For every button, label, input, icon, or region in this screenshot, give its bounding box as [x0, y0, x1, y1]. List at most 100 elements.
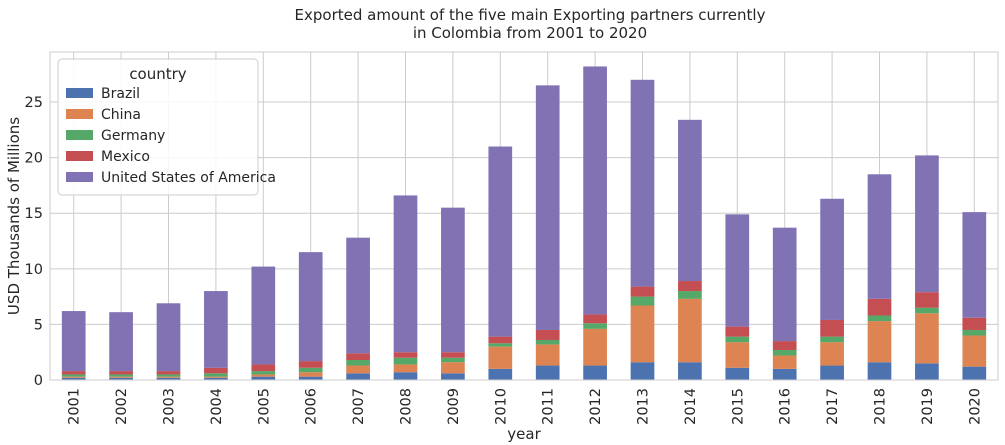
bar-segment	[346, 373, 370, 380]
bar-segment	[488, 343, 513, 347]
x-tick-label: 2018	[873, 388, 889, 425]
bar-segment	[678, 362, 702, 380]
bar-segment	[535, 329, 560, 340]
x-tick-label: 2014	[683, 388, 699, 425]
bar-segment	[393, 195, 418, 353]
bar-segment	[962, 212, 987, 318]
bar-segment	[535, 85, 560, 330]
x-tick-label: 2007	[351, 388, 367, 425]
bar-segment	[251, 376, 276, 380]
bar-segment	[393, 372, 418, 380]
bar-segment	[867, 362, 892, 380]
legend-entry: Brazil	[101, 86, 140, 102]
legend: country Brazil China Germany Mexico United S…	[57, 58, 276, 196]
bars	[61, 66, 987, 380]
bar-segment	[441, 207, 465, 353]
bar-segment	[109, 371, 133, 375]
bar-segment	[820, 319, 844, 337]
x-axis-label: year	[507, 425, 541, 443]
bar-segment	[630, 296, 655, 306]
bar-segment	[346, 237, 370, 354]
bar-segment	[535, 344, 560, 366]
bar-segment	[725, 214, 750, 327]
bar-segment	[583, 323, 607, 329]
bar-segment	[298, 361, 323, 368]
bar-segment	[346, 359, 370, 366]
bar-segment	[251, 364, 276, 372]
y-tick-label: 20	[25, 151, 43, 167]
y-tick-label: 15	[25, 206, 43, 222]
bar-segment	[346, 365, 370, 374]
bar-segment	[441, 352, 465, 358]
bar-segment	[915, 155, 939, 293]
bar-segment	[820, 365, 844, 380]
legend-swatch	[66, 172, 93, 182]
bar-segment	[725, 367, 750, 380]
bar-segment	[725, 326, 750, 337]
x-tick-label: 2008	[399, 388, 415, 425]
legend-box	[57, 58, 259, 196]
y-tick-label: 0	[34, 373, 43, 389]
bar-segment	[109, 312, 133, 372]
bar-segment	[109, 376, 133, 378]
bar-segment	[915, 313, 939, 364]
bar-segment	[915, 363, 939, 380]
bar-segment	[298, 376, 323, 380]
bar-segment	[535, 339, 560, 345]
bar-segment	[61, 376, 86, 378]
bar-segment	[393, 364, 418, 373]
bar-segment	[393, 357, 418, 365]
legend-swatch	[66, 88, 93, 98]
bar-segment	[156, 377, 181, 380]
y-axis-ticks: 0 5 10 15 20 25	[25, 95, 43, 389]
bar-segment	[109, 374, 133, 377]
bar-segment	[393, 352, 418, 358]
bar-segment	[725, 342, 750, 368]
x-tick-label: 2003	[162, 388, 178, 425]
bar-segment	[488, 368, 513, 380]
bar-segment	[820, 198, 844, 320]
bar-segment	[583, 314, 607, 324]
bar-segment	[298, 252, 323, 362]
x-tick-label: 2002	[114, 388, 130, 425]
bar-segment	[156, 303, 181, 372]
bar-segment	[156, 374, 181, 377]
bar-segment	[962, 317, 987, 330]
bar-segment	[61, 374, 86, 377]
bar-segment	[441, 357, 465, 363]
bar-segment	[61, 377, 86, 380]
bar-segment	[204, 367, 228, 374]
bar-segment	[772, 341, 797, 350]
bar-segment	[915, 292, 939, 308]
bar-segment	[867, 174, 892, 299]
x-tick-label: 2010	[493, 388, 509, 425]
x-tick-label: 2017	[825, 388, 841, 425]
bar-segment	[630, 305, 655, 363]
y-axis-label: USD Thousands of Millions	[5, 117, 23, 315]
bar-segment	[346, 353, 370, 360]
bar-segment	[772, 349, 797, 356]
x-tick-label: 2001	[67, 388, 83, 425]
bar-segment	[772, 368, 797, 380]
bar-segment	[61, 371, 86, 375]
bar-segment	[441, 362, 465, 374]
bar-segment	[251, 266, 276, 365]
x-tick-label: 2006	[304, 388, 320, 425]
bar-segment	[441, 373, 465, 380]
x-tick-label: 2011	[541, 388, 557, 425]
bar-segment	[678, 298, 702, 363]
bar-segment	[915, 307, 939, 314]
bar-segment	[962, 335, 987, 367]
bar-segment	[156, 371, 181, 375]
bar-segment	[109, 377, 133, 380]
bar-segment	[298, 367, 323, 373]
chart-title-line-2: in Colombia from 2001 to 2020	[413, 24, 647, 42]
legend-entry: Germany	[101, 128, 165, 144]
bar-segment	[772, 227, 797, 342]
legend-items: Brazil China Germany Mexico United States of…	[66, 86, 276, 186]
x-tick-label: 2015	[730, 388, 746, 425]
plot-frame	[49, 51, 999, 381]
bar-segment	[678, 291, 702, 299]
bar-segment	[583, 66, 607, 315]
